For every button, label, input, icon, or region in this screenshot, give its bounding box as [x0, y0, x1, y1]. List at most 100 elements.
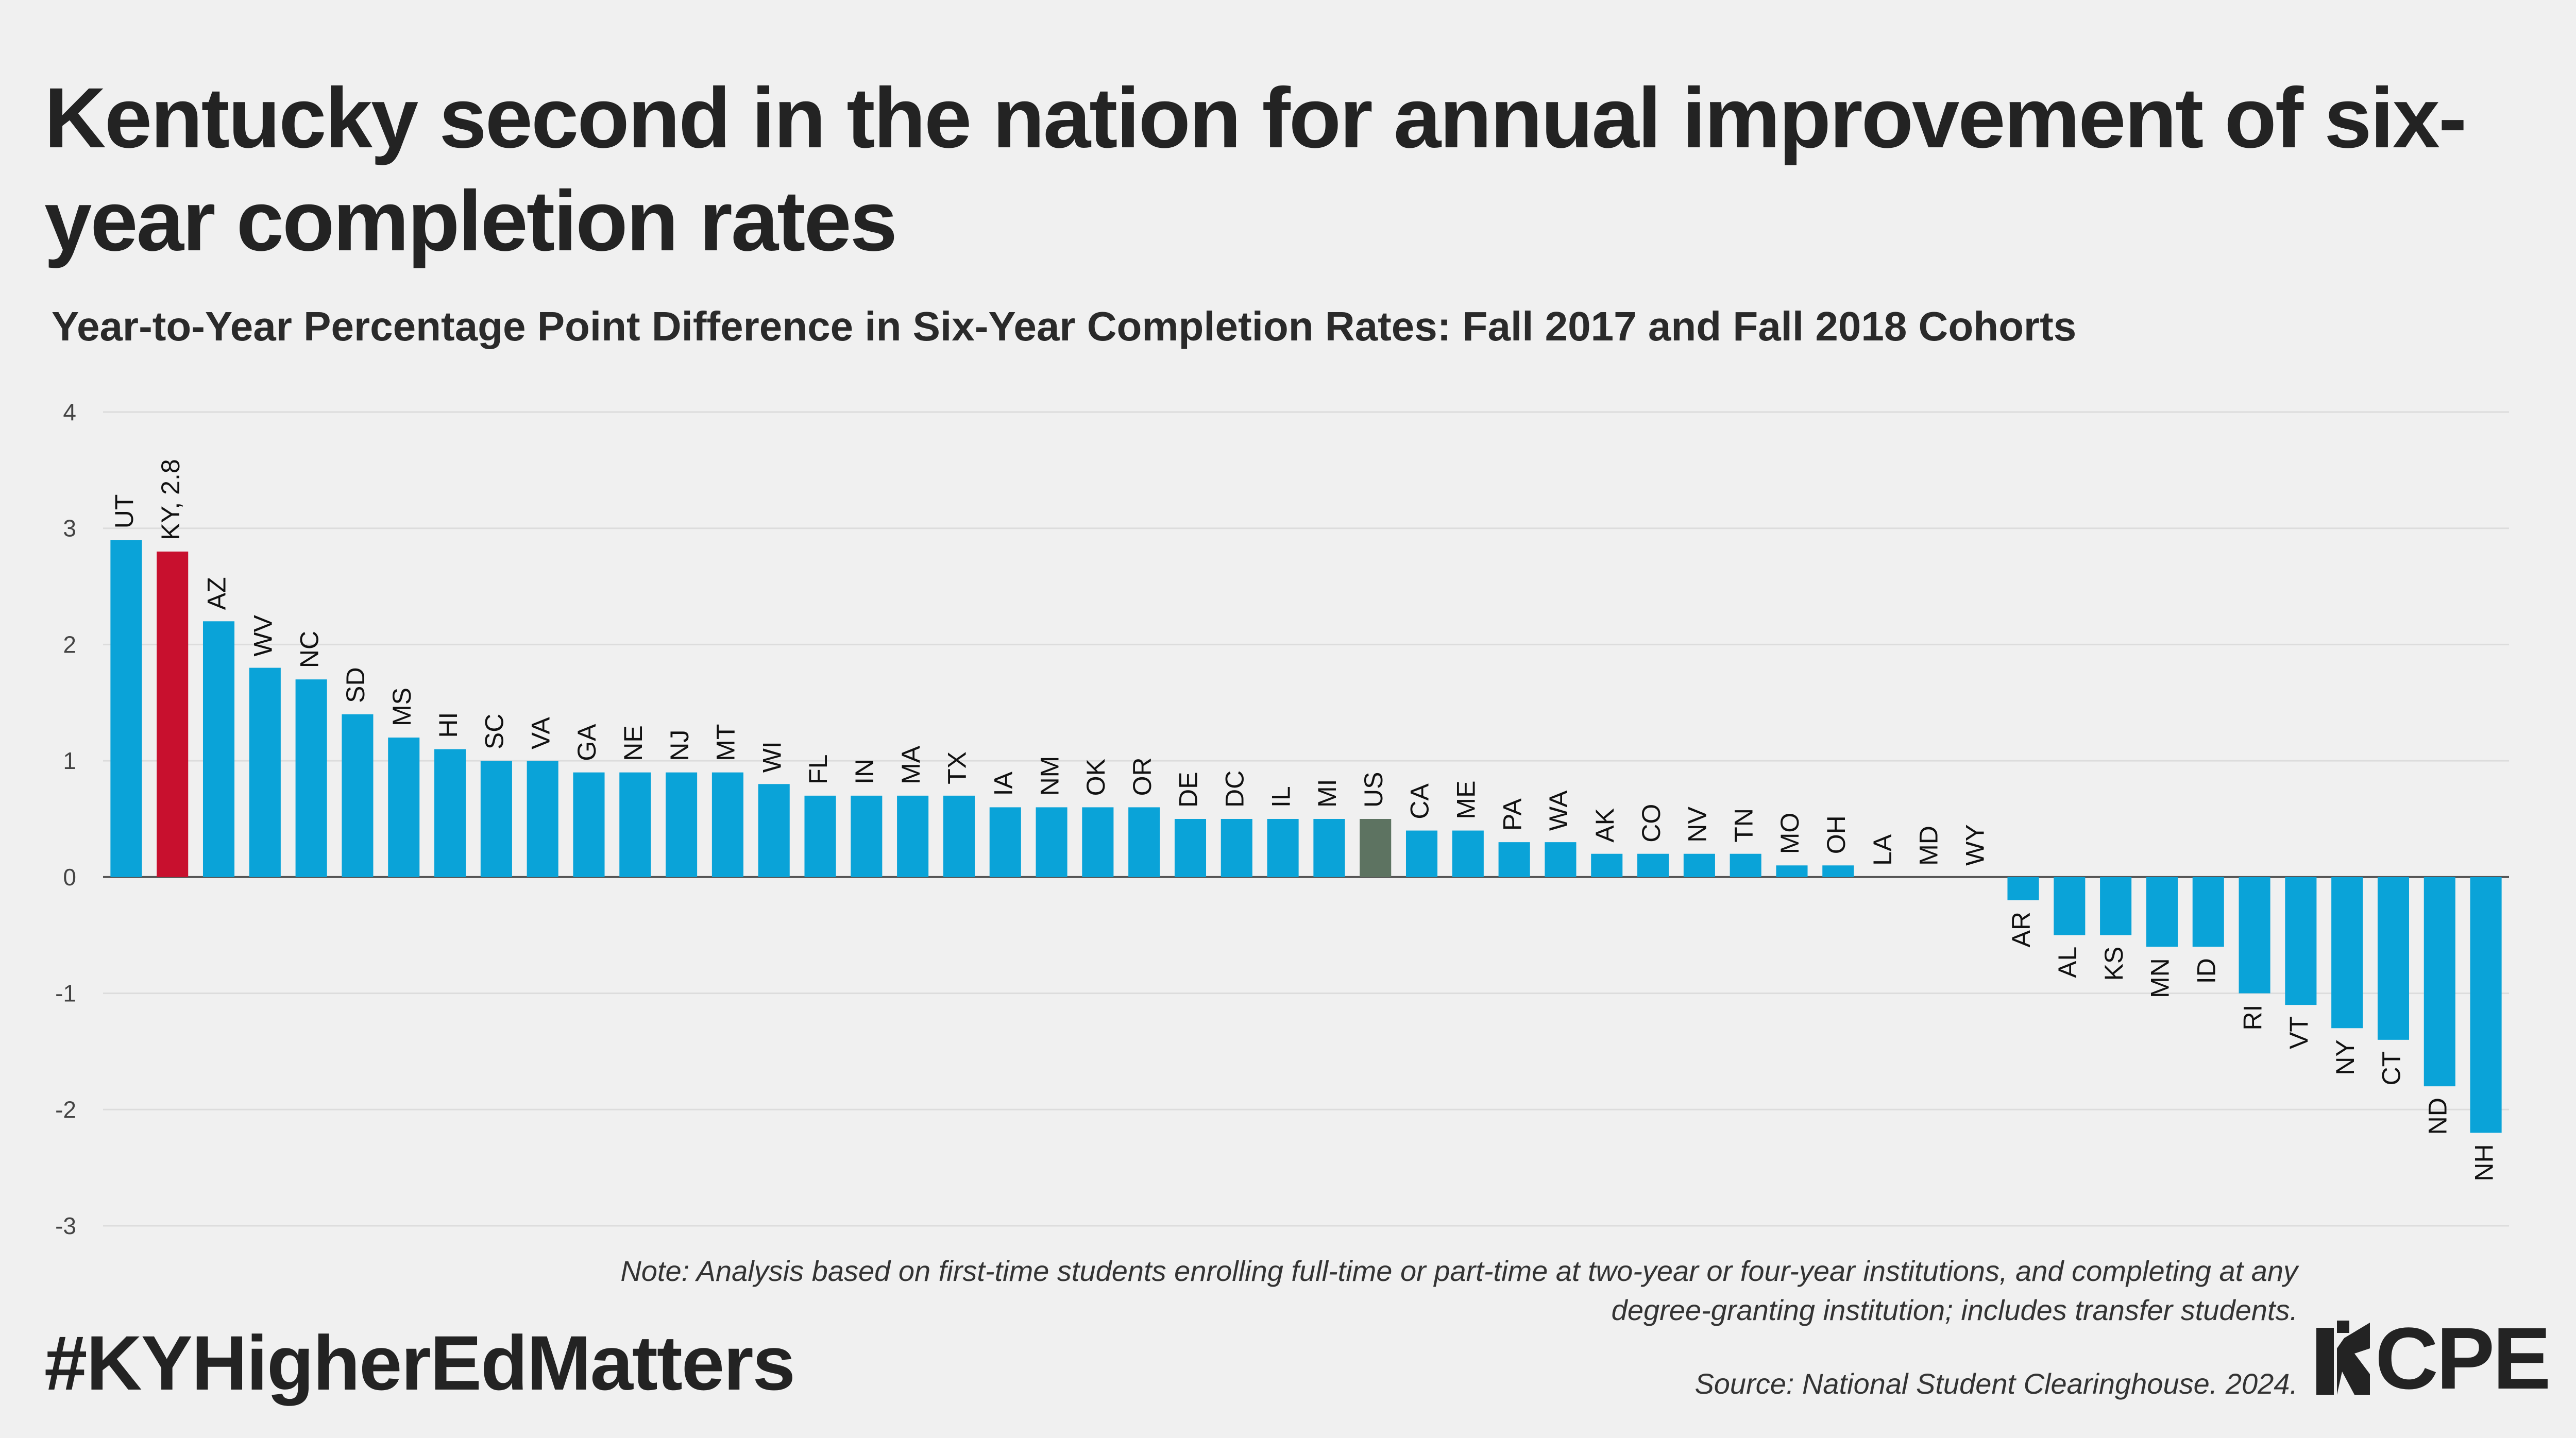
page-title: Kentucky second in the nation for annual…: [44, 71, 2467, 269]
cpe-logo-text: CPE: [2375, 1310, 2551, 1408]
bar-tn: [1730, 853, 1761, 877]
bar-label-me: ME: [1452, 781, 1481, 819]
bar-wa: [1545, 842, 1577, 877]
bar-me: [1452, 830, 1484, 877]
bar-label-wa: WA: [1544, 790, 1573, 831]
y-tick-label: 0: [63, 864, 76, 891]
bar-label-nc: NC: [295, 631, 324, 668]
bar-label-wi: WI: [757, 741, 786, 773]
bars: [110, 540, 2502, 1133]
bar-ct: [2377, 877, 2410, 1040]
bar-or: [1128, 807, 1160, 877]
bar-label-nm: NM: [1035, 756, 1064, 796]
bar-label-ut: UT: [110, 494, 139, 529]
y-tick-label: 1: [63, 747, 76, 774]
bar-label-dc: DC: [1220, 771, 1249, 808]
bar-nj: [666, 772, 698, 877]
bar-label-ky: KY, 2.8: [156, 459, 185, 540]
bar-ky: [157, 551, 189, 877]
bar-ri: [2239, 877, 2270, 994]
bar-label-ma: MA: [896, 745, 925, 784]
y-tick-label: -3: [55, 1212, 76, 1239]
bar-ma: [897, 795, 929, 877]
bar-sd: [342, 714, 374, 877]
bar-label-us: US: [1359, 772, 1388, 808]
bar-il: [1267, 819, 1299, 877]
bar-in: [851, 795, 883, 877]
bar-label-az: AZ: [202, 577, 231, 610]
bar-sc: [480, 761, 512, 877]
bar-wi: [758, 784, 790, 877]
bar-nv: [1683, 853, 1715, 877]
bar-label-ne: NE: [619, 725, 648, 761]
bar-label-ny: NY: [2331, 1039, 2360, 1075]
bar-label-fl: FL: [804, 754, 833, 784]
bar-label-in: IN: [850, 759, 879, 784]
y-tick-label: -1: [55, 980, 76, 1007]
bar-nh: [2470, 877, 2502, 1133]
bar-label-nd: ND: [2423, 1098, 2452, 1135]
bar-label-mn: MN: [2146, 958, 2175, 998]
bar-label-ia: IA: [989, 772, 1018, 796]
bar-ar: [2007, 877, 2039, 900]
chart-note: Note: Analysis based on first-time stude…: [620, 1255, 2298, 1326]
bar-label-id: ID: [2192, 958, 2221, 984]
bar-ks: [2100, 877, 2132, 935]
bar-az: [202, 621, 235, 877]
bar-ia: [989, 807, 1021, 877]
cpe-logo: CPE: [2313, 1312, 2551, 1405]
hashtag-text: #KYHigherEdMatters: [44, 1320, 795, 1406]
bar-vt: [2285, 877, 2317, 1005]
bar-labels: UT KY, 2.8 AZ WV NC SD MS HI SC VA GA NE NJ MT WI FL IN M…: [110, 459, 2498, 1181]
bar-ok: [1082, 807, 1114, 877]
bar-label-nh: NH: [2469, 1144, 2498, 1181]
bar-label-ct: CT: [2377, 1051, 2406, 1086]
chart-source: Source: National Student Clearinghouse. …: [1694, 1367, 2298, 1400]
bar-label-sd: SD: [341, 667, 370, 703]
bar-label-or: OR: [1128, 757, 1157, 796]
bar-nm: [1036, 807, 1067, 877]
bar-co: [1637, 853, 1669, 877]
bar-tx: [943, 795, 975, 877]
bar-label-ks: KS: [2099, 947, 2128, 981]
bar-fl: [804, 795, 836, 877]
bar-label-ga: GA: [572, 724, 601, 761]
bar-label-mi: MI: [1313, 779, 1342, 808]
bar-label-oh: OH: [1822, 815, 1851, 854]
bar-al: [2054, 877, 2086, 935]
bar-label-pa: PA: [1498, 798, 1527, 831]
bar-label-de: DE: [1174, 772, 1203, 808]
bar-us: [1360, 819, 1392, 877]
bar-label-mo: MO: [1775, 813, 1804, 854]
bar-label-ar: AR: [2007, 912, 2036, 947]
bar-id: [2192, 877, 2224, 947]
bar-label-tx: TX: [943, 751, 972, 784]
bar-mi: [1313, 819, 1345, 877]
bar-label-ak: AK: [1590, 808, 1619, 843]
bar-label-al: AL: [2053, 947, 2082, 978]
y-tick-label: 4: [63, 399, 76, 425]
bar-label-nj: NJ: [665, 730, 694, 761]
bar-label-sc: SC: [480, 714, 509, 749]
bar-label-nv: NV: [1683, 807, 1712, 843]
bar-nc: [295, 679, 327, 877]
bar-label-hi: HI: [434, 712, 463, 738]
bar-label-ok: OK: [1081, 759, 1110, 796]
y-axis-ticks: 4 3 2 1 0 -1 -2 -3: [55, 399, 76, 1239]
bar-label-tn: TN: [1729, 808, 1758, 843]
bar-mn: [2146, 877, 2178, 947]
bar-mo: [1776, 865, 1808, 877]
bar-ne: [619, 772, 651, 877]
bar-label-md: MD: [1914, 826, 1943, 866]
bar-de: [1174, 819, 1207, 877]
bar-label-wv: WV: [249, 614, 278, 656]
bar-pa: [1498, 842, 1530, 877]
bar-hi: [434, 749, 466, 877]
bar-label-va: VA: [526, 717, 555, 750]
bar-label-la: LA: [1868, 834, 1897, 866]
bar-dc: [1221, 819, 1252, 877]
bar-oh: [1822, 865, 1854, 877]
y-tick-label: 3: [63, 515, 76, 542]
bar-nd: [2424, 877, 2455, 1087]
